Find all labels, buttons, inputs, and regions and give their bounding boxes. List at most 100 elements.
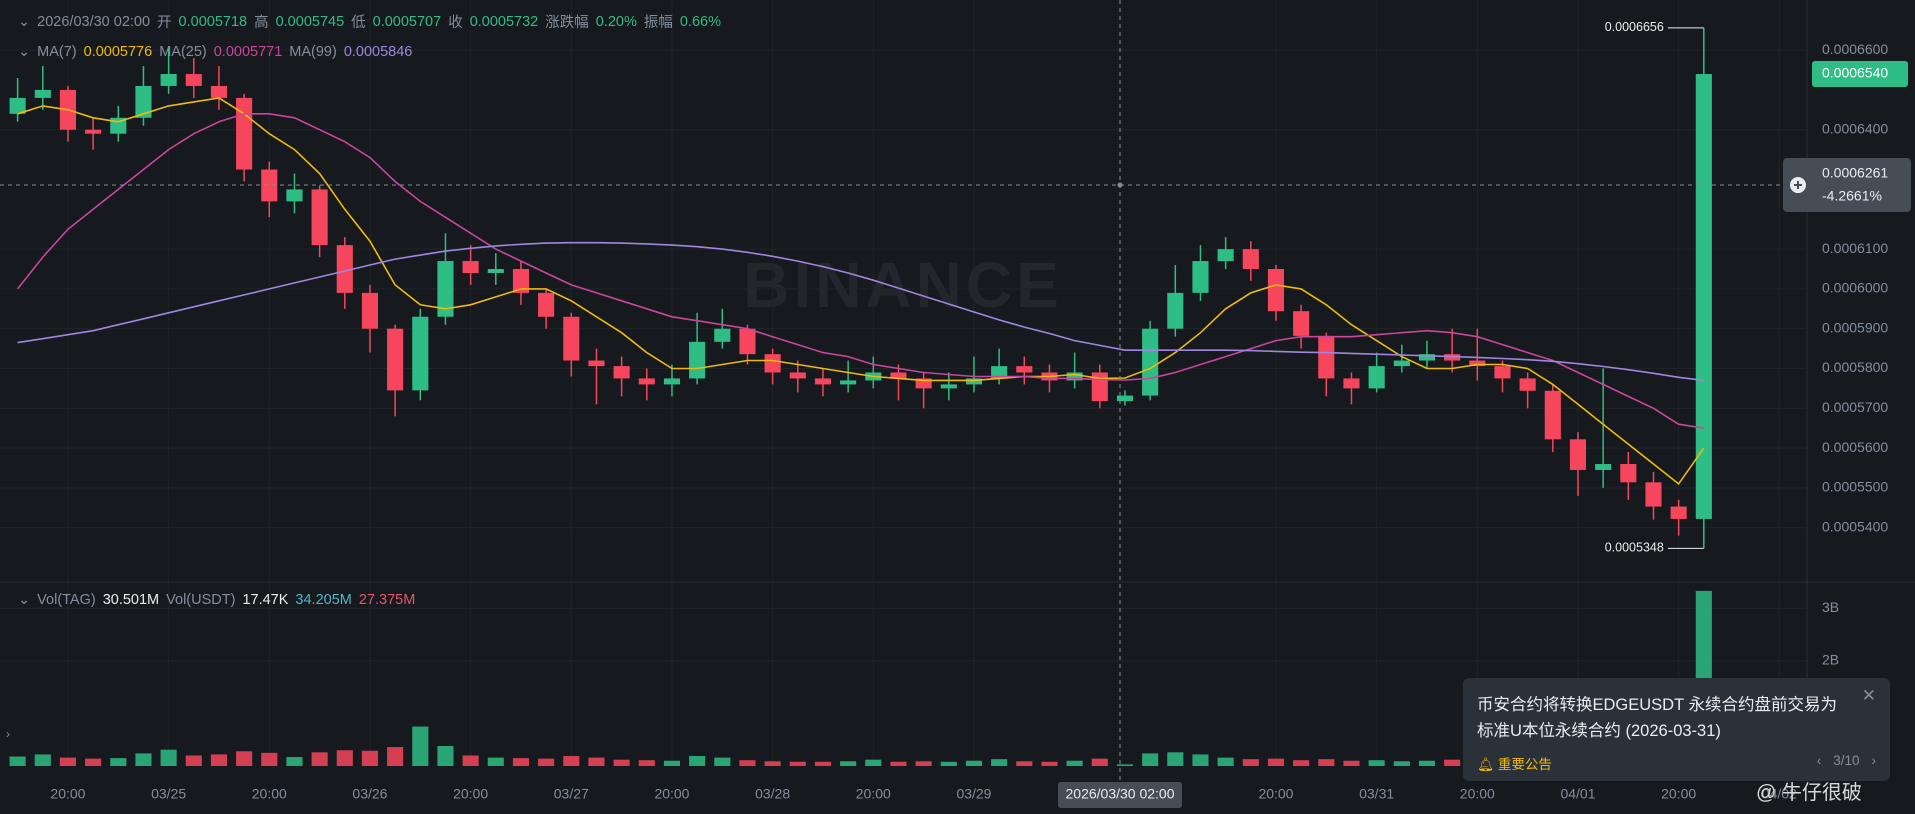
- legend-name: MA(7): [37, 44, 77, 60]
- volume-bar: [512, 758, 530, 766]
- volume-bar: [261, 752, 278, 766]
- candle-body: [663, 378, 681, 385]
- volume-bar: [739, 760, 756, 766]
- candle-body: [739, 328, 756, 355]
- candle-body: [1217, 249, 1234, 262]
- min-label: 0.0005348: [1605, 541, 1664, 555]
- volume-bar: [210, 754, 228, 766]
- candle-body: [940, 384, 957, 389]
- notice-tag[interactable]: 🔔︎ 重要公告: [1477, 757, 1552, 772]
- volume-bar: [689, 756, 706, 766]
- volume-bar: [613, 759, 630, 766]
- value: 0.66%: [679, 13, 721, 30]
- next[interactable]: ›: [1871, 753, 1877, 768]
- candle-body: [563, 316, 580, 361]
- candle-body: [361, 292, 379, 329]
- volume-bar: [840, 761, 857, 766]
- label: 振幅: [643, 15, 673, 31]
- candle-body: [915, 378, 932, 389]
- volume-bar: [764, 761, 781, 766]
- last-price-label: 0.0006540: [1822, 65, 1888, 81]
- candle-body: [9, 97, 26, 114]
- collapse-icon[interactable]: ⌄: [18, 44, 31, 60]
- notice-tag-text: 重要公告: [1497, 757, 1552, 772]
- y-tick-label: 0.0005500: [1822, 479, 1888, 495]
- volume-bar: [1444, 759, 1461, 766]
- candle-body: [1620, 464, 1637, 483]
- x-tick-label: 20:00: [1460, 786, 1495, 802]
- ma-legend: ⌄ MA(7) 0.0005776 MA(25) 0.0005771 MA(99) 0…: [18, 44, 412, 60]
- volume-bar: [462, 755, 479, 766]
- x-tick-label: 03/26: [352, 786, 387, 802]
- plus-icon: [1794, 181, 1802, 190]
- x-tick-label: 03/31: [1359, 786, 1394, 802]
- x-tick-label: 03/25: [151, 786, 186, 802]
- candle-body: [1695, 74, 1712, 519]
- candle-body: [1645, 482, 1662, 507]
- volume-bar: [387, 747, 404, 766]
- volume-bar: [588, 757, 605, 766]
- candle-body: [814, 378, 832, 385]
- y-tick-label: 0.0005800: [1822, 359, 1888, 375]
- volume-bar: [865, 759, 882, 766]
- legend-value: 17.47K: [242, 592, 289, 608]
- volume-bar: [1267, 758, 1285, 766]
- legend-value: 0.0005771: [213, 44, 283, 60]
- ma-line: [17, 97, 1705, 486]
- candle-body: [1267, 269, 1285, 312]
- volume-bar: [663, 760, 681, 766]
- candle-body: [1519, 378, 1536, 391]
- collapse-icon[interactable]: ⌄: [18, 13, 31, 30]
- notice-toast[interactable]: 币安合约将转换EDGEUSDT 永续合约盘前交易为标准U本位永续合约 (2026…: [1463, 678, 1890, 781]
- candle-body: [185, 74, 202, 86]
- crosshair-time: 2026/03/30 02:00: [1066, 786, 1175, 802]
- y-tick-label: 0.0005600: [1822, 439, 1888, 455]
- candle-body: [336, 245, 353, 293]
- candle-body: [412, 316, 429, 391]
- label: 开: [157, 15, 172, 31]
- candle-body: [638, 378, 655, 385]
- candle-body: [1242, 249, 1259, 270]
- volume-bar: [336, 750, 353, 766]
- volume-bar: [563, 756, 580, 766]
- volume-bar: [1368, 760, 1385, 766]
- volume-bar: [991, 759, 1008, 766]
- volume-bar: [1116, 764, 1134, 766]
- candle-body: [1116, 395, 1134, 402]
- candle-body: [1418, 354, 1436, 361]
- volume-bar: [915, 761, 932, 766]
- candle-body: [311, 189, 328, 246]
- legend-value: 34.205M: [295, 592, 352, 608]
- crosshair-change: -4.2661%: [1822, 188, 1882, 204]
- volume-bar: [890, 761, 907, 766]
- candle-body: [991, 366, 1008, 379]
- value: 0.20%: [595, 13, 637, 30]
- crosshair-time-box: [1058, 782, 1182, 808]
- crosshair-dot: [1117, 182, 1123, 188]
- label: 低: [351, 15, 366, 31]
- volume-bar: [412, 726, 429, 766]
- candle-body: [286, 189, 303, 202]
- close-button[interactable]: ✕: [1861, 686, 1876, 705]
- candle-body: [1595, 464, 1612, 470]
- candle-body: [890, 372, 907, 379]
- last-price-tag: [1812, 61, 1908, 88]
- candle-body: [588, 360, 605, 367]
- add-alert-button[interactable]: [1790, 177, 1806, 194]
- ohlc-header: ⌄ 2026/03/30 02:00 开 0.0005718 高 0.0005745…: [18, 11, 721, 32]
- collapse-icon[interactable]: ⌄: [18, 592, 31, 608]
- legend-name: Vol(USDT): [166, 592, 236, 608]
- candle-body: [34, 89, 51, 98]
- x-tick-label: 20:00: [50, 786, 85, 802]
- volume-bar: [1041, 761, 1058, 766]
- x-tick-label: 03/29: [956, 786, 991, 802]
- candle-body: [1293, 311, 1310, 336]
- prev[interactable]: ‹: [1816, 753, 1822, 768]
- candle-body: [437, 261, 454, 317]
- volume-bar: [236, 751, 253, 766]
- ma-line: [17, 241, 1704, 382]
- x-tick-label: 20:00: [856, 786, 891, 802]
- volume-bar: [1142, 753, 1159, 766]
- candle-body: [160, 74, 177, 86]
